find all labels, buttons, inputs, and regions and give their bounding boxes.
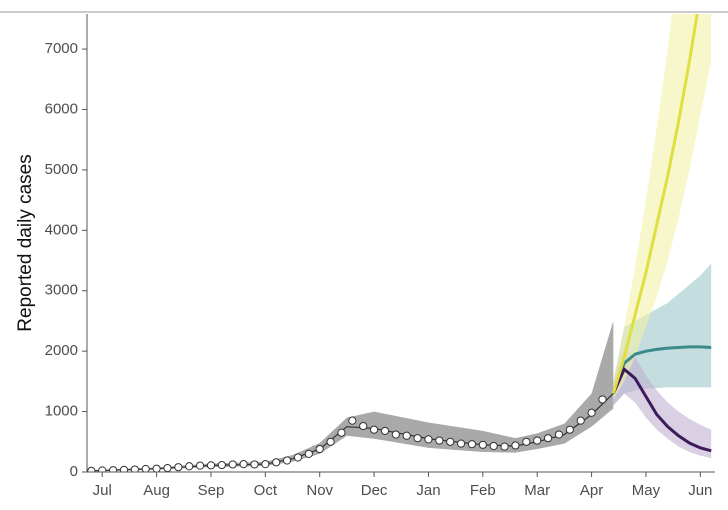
y-tick-label: 0: [70, 463, 78, 480]
observed-point: [304, 449, 313, 458]
observed-point: [369, 425, 379, 434]
observed-point: [272, 458, 281, 467]
observed-point: [195, 461, 205, 470]
observed-point: [522, 437, 531, 446]
observed-point: [380, 426, 390, 436]
observed-point: [174, 463, 183, 472]
observed-point: [565, 425, 574, 434]
x-tick-label: May: [632, 482, 661, 499]
y-tick-label: 1000: [45, 403, 78, 420]
observed-point: [185, 462, 194, 471]
observed-point: [315, 444, 324, 454]
observed-point: [500, 442, 509, 451]
observed-point: [467, 440, 477, 449]
observed-point: [228, 460, 237, 469]
y-tick-label: 6000: [45, 100, 78, 117]
observed-point: [424, 435, 433, 444]
observed-point: [163, 463, 172, 472]
observed-point: [152, 464, 161, 472]
observed-point: [533, 436, 542, 445]
observed-point: [293, 453, 303, 462]
x-tick-label: Mar: [524, 482, 550, 499]
series-line: [611, 14, 699, 394]
ribbon: [91, 320, 614, 472]
x-tick-label: Sep: [198, 482, 225, 499]
observed-point: [250, 460, 259, 469]
series-line: [611, 345, 712, 394]
observed-point: [446, 437, 455, 446]
y-tick-label: 4000: [45, 221, 78, 238]
ribbon: [613, 345, 712, 459]
observed-point: [391, 430, 400, 439]
series-line: [611, 366, 712, 453]
x-tick-label: Aug: [143, 482, 170, 499]
observed-point: [108, 466, 118, 472]
observed-point: [130, 465, 139, 472]
axes: 0 1000 2000 3000 4000 5000 6000 7000 Jul Aug Sep Oc…: [45, 14, 715, 499]
observed-point: [206, 461, 216, 470]
observed-point: [239, 460, 248, 469]
x-tick-label: Jan: [416, 482, 440, 499]
observed-point: [337, 428, 346, 437]
y-axis-label: Reported daily cases: [15, 154, 36, 331]
observed-point: [348, 416, 357, 425]
observed-point: [478, 440, 487, 449]
observed-point: [87, 466, 96, 472]
plot-area: [87, 14, 712, 472]
y-tick-label: 2000: [45, 342, 78, 359]
observed-point: [598, 395, 607, 404]
observed-point: [261, 460, 270, 469]
y-tick-label: 3000: [45, 282, 78, 299]
observed-point: [217, 460, 226, 470]
observed-point: [456, 439, 466, 448]
observed-point: [359, 421, 368, 431]
observed-point: [511, 441, 520, 450]
observed-point: [489, 441, 498, 451]
observed-point: [543, 434, 553, 443]
y-tick-label: 5000: [45, 161, 78, 178]
x-tick-label: Oct: [254, 482, 278, 499]
observed-point: [98, 466, 107, 472]
observed-point: [413, 434, 422, 443]
observed-point: [282, 456, 292, 465]
x-tick-label: Apr: [580, 482, 603, 499]
x-tick-label: Feb: [470, 482, 496, 499]
observed-point: [554, 430, 564, 439]
y-tick-label: 7000: [45, 40, 78, 57]
observed-point: [576, 416, 585, 425]
observed-point: [587, 408, 596, 417]
x-tick-label: Nov: [306, 482, 333, 499]
observed-point: [326, 437, 335, 446]
observed-point: [119, 465, 129, 472]
observed-point: [141, 464, 150, 472]
x-tick-label: Jun: [688, 482, 712, 499]
observed-point: [402, 431, 411, 440]
x-tick-label: Dec: [361, 482, 388, 499]
observed-point: [435, 436, 444, 445]
x-tick-label: Jul: [93, 482, 112, 499]
